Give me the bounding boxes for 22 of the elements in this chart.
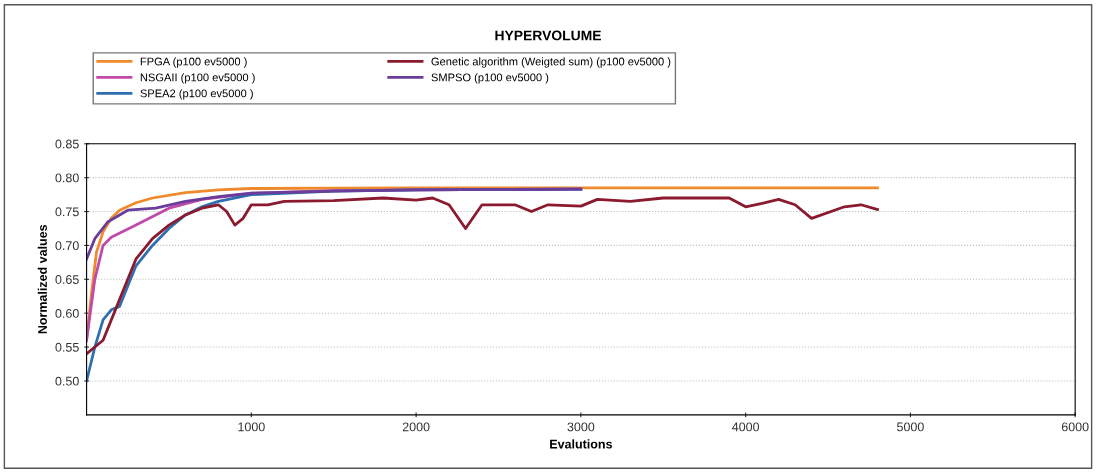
y-tick-label: 0.55 xyxy=(55,342,79,352)
x-tick-label: 6000 xyxy=(1061,422,1089,432)
y-tick-label: 0.65 xyxy=(55,275,79,284)
x-tick-label: 5000 xyxy=(897,422,924,432)
x-tick-label: 2000 xyxy=(402,422,430,432)
chart-title: HYPERVOLUME xyxy=(495,30,601,41)
x-tick-label: 1000 xyxy=(238,422,265,432)
legend-label: Genetic algorithm (Weigted sum) (p100 ev5000 ) xyxy=(431,57,671,68)
x-axis-title: Evalutions xyxy=(550,439,612,449)
y-tick-label: 0.85 xyxy=(55,139,79,149)
x-tick-label: 3000 xyxy=(567,422,595,432)
y-tick-label: 0.75 xyxy=(55,207,79,217)
legend-label: NSGAII (p100 ev5000 ) xyxy=(140,73,255,84)
y-tick-label: 0.70 xyxy=(55,241,79,251)
legend-label: FPGA (p100 ev5000 ) xyxy=(140,57,247,68)
y-axis-title: Normalized values xyxy=(37,224,47,334)
legend-label: SPEA2 (p100 ev5000 ) xyxy=(140,89,253,100)
y-tick-label: 0.80 xyxy=(55,173,79,183)
x-tick-label: 4000 xyxy=(732,422,760,432)
legend-label: SMPSO (p100 ev5000 ) xyxy=(431,73,549,84)
y-tick-label: 0.60 xyxy=(55,308,79,318)
y-tick-label: 0.50 xyxy=(55,376,79,386)
